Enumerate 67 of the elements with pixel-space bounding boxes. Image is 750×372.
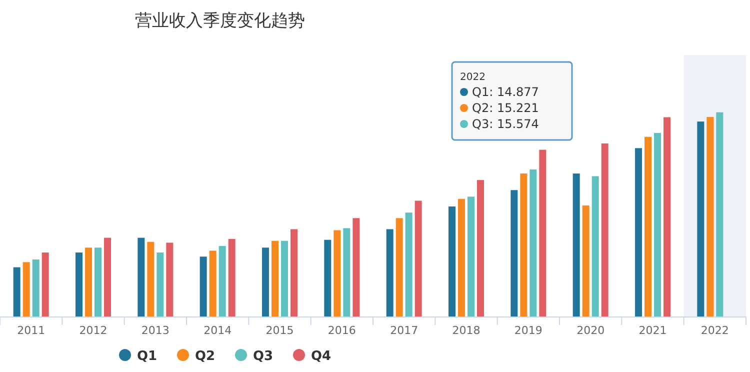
- bar: [200, 256, 207, 317]
- bar: [352, 218, 360, 317]
- x-tick-label: 2016: [328, 324, 356, 337]
- x-tick-label: 2011: [17, 324, 46, 337]
- bar: [138, 238, 145, 317]
- bar: [396, 218, 403, 317]
- bar: [324, 240, 332, 317]
- bar: [104, 238, 111, 317]
- x-tick-label: 2017: [390, 324, 418, 337]
- bar: [448, 206, 456, 317]
- bar: [166, 242, 174, 317]
- x-tick-label: 2022: [700, 324, 729, 337]
- bar: [386, 229, 394, 317]
- bar: [85, 248, 92, 317]
- bar: [272, 240, 278, 317]
- legend-label: Q1: [137, 349, 158, 364]
- bar: [290, 229, 298, 317]
- bar: [716, 112, 724, 317]
- bar: [343, 228, 350, 317]
- bar: [539, 150, 546, 317]
- bar: [697, 122, 704, 317]
- bar: [281, 240, 288, 317]
- bar: [477, 180, 484, 317]
- bar: [262, 248, 269, 317]
- x-tick-label: 2021: [638, 324, 667, 337]
- bar: [13, 267, 20, 317]
- bar: [654, 132, 661, 317]
- bar: [228, 239, 236, 317]
- bar: [209, 250, 216, 317]
- bar: [510, 190, 518, 317]
- x-tick-label: 2019: [514, 324, 542, 337]
- bar: [468, 196, 474, 317]
- annotation: Q2: 15.221: [472, 101, 539, 115]
- bar: [572, 174, 580, 317]
- bar: [582, 205, 590, 317]
- bar: [42, 252, 49, 317]
- bar: [520, 174, 528, 317]
- x-tick-label: 2020: [576, 324, 605, 337]
- bar: [405, 212, 412, 317]
- bar: [156, 252, 164, 317]
- bar: [706, 117, 714, 317]
- x-tick-label: 2018: [452, 324, 480, 337]
- bar: [635, 148, 642, 317]
- bar: [644, 136, 652, 317]
- bar: [601, 143, 608, 317]
- legend-label: Q3: [253, 349, 274, 364]
- bar: [592, 176, 599, 317]
- bar: [334, 230, 341, 317]
- x-tick-label: 2013: [141, 324, 170, 337]
- bar: [76, 252, 82, 317]
- bar: [414, 200, 422, 317]
- bar: [22, 262, 30, 317]
- bar: [458, 198, 465, 317]
- bar: [218, 246, 226, 317]
- chart-title: 营业收入季度变化趋势: [135, 11, 305, 31]
- annotation: Q3: 15.574: [472, 117, 539, 131]
- x-tick-label: 2015: [266, 324, 294, 337]
- bar: [147, 242, 154, 317]
- bar: [530, 169, 537, 317]
- legend-label: Q2: [195, 349, 216, 364]
- bar: [664, 117, 670, 317]
- legend-label: Q4: [311, 349, 332, 364]
- x-tick-label: 2012: [79, 324, 108, 337]
- x-tick-label: 2014: [204, 324, 232, 337]
- bar: [94, 248, 102, 317]
- bar: [32, 259, 40, 317]
- tooltip: 2022 Q1: 14.877 Q2: 15.221 Q3: 15.574: [451, 61, 573, 141]
